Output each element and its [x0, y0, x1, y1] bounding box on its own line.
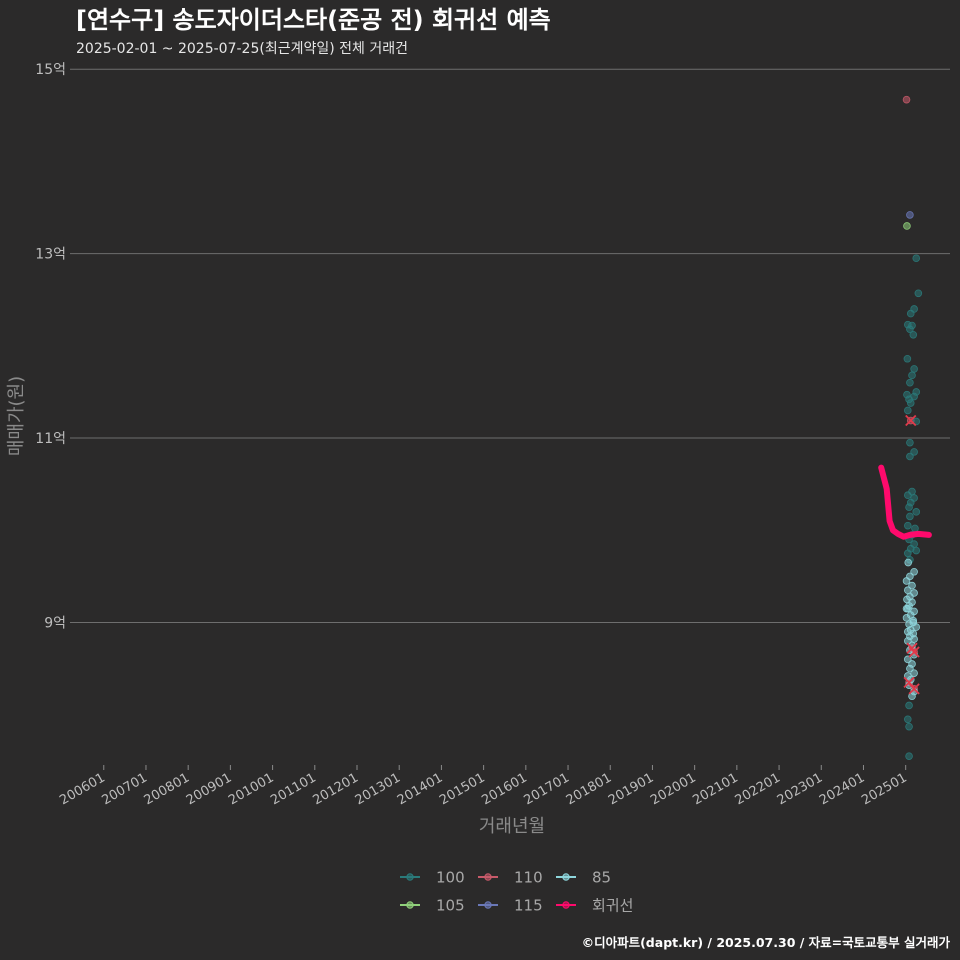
- scatter-points: [902, 95, 923, 760]
- gridlines: [70, 68, 950, 623]
- data-point-110: [902, 95, 911, 104]
- y-tick-label: 13억: [35, 247, 66, 263]
- data-point-100: [910, 448, 918, 456]
- x-tick-label: 201101: [268, 770, 318, 808]
- data-point-100: [906, 378, 914, 387]
- x-tick-label: 202401: [817, 770, 867, 808]
- legend-key-dot: [484, 901, 492, 909]
- legend-key-dot: [484, 873, 492, 881]
- legend-key-dot: [562, 901, 570, 909]
- x-axis-label: 거래년월: [479, 816, 545, 837]
- x-tick-label: 202501: [859, 770, 909, 808]
- data-point-100: [912, 546, 921, 555]
- data-point-85: [910, 635, 918, 643]
- outlier-x-marker: [908, 683, 920, 695]
- x-tick-label: 201501: [437, 770, 487, 808]
- x-tick-label: 201601: [479, 770, 529, 808]
- data-point-100: [908, 321, 916, 330]
- regression-line-path: [878, 464, 932, 540]
- data-point-85: [902, 604, 911, 613]
- data-point-100: [912, 254, 921, 263]
- x-tick-label: 202001: [648, 770, 698, 808]
- x-tick-label: 202301: [775, 770, 825, 808]
- x-tick-label: 202101: [690, 770, 740, 808]
- data-point-105: [903, 222, 911, 230]
- outlier-x-marker: [905, 414, 917, 427]
- x-tick-label: 202201: [733, 770, 783, 808]
- legend-label: 85: [592, 869, 611, 887]
- outlier-x-marker: [903, 676, 915, 689]
- data-point-100: [905, 752, 913, 760]
- x-tick-label: 201801: [564, 770, 614, 808]
- y-tick-label: 9억: [44, 615, 66, 631]
- x-tick-label: 201901: [606, 770, 656, 808]
- y-tick-label: 11억: [35, 431, 66, 447]
- x-tick-label: 201301: [353, 770, 403, 808]
- data-point-85: [903, 586, 912, 594]
- x-tick-label: 200801: [142, 770, 192, 808]
- outlier-markers: [903, 414, 920, 695]
- data-point-85: [910, 567, 918, 576]
- data-point-100: [905, 503, 913, 512]
- data-point-100: [910, 365, 918, 373]
- y-axis-label: 매매가(원): [6, 376, 27, 456]
- legend: 100 110 85 105 115 회귀선: [400, 869, 633, 915]
- outlier-x-marker: [908, 646, 920, 658]
- data-point-85: [902, 614, 911, 622]
- data-point-100: [912, 508, 921, 516]
- data-point-100: [909, 330, 918, 339]
- x-tick-label: 200701: [99, 770, 149, 808]
- data-point-100: [914, 289, 923, 298]
- data-point-100: [906, 452, 914, 461]
- data-point-100: [908, 371, 916, 380]
- x-tick-label: 201701: [522, 770, 572, 808]
- data-point-85: [909, 618, 918, 627]
- chart-title: [연수구] 송도자이더스타(준공 전) 회귀선 예측: [76, 6, 551, 34]
- legend-label: 110: [514, 869, 543, 887]
- chart-subtitle: 2025-02-01 ~ 2025-07-25(최근계약일) 전체 거래건: [76, 41, 408, 57]
- data-point-100: [905, 722, 913, 731]
- data-point-100: [903, 491, 912, 500]
- x-tick-label: 200901: [184, 770, 234, 808]
- data-point-100: [906, 309, 915, 318]
- data-point-100: [903, 521, 912, 530]
- x-axis-ticks: 2006012007012008012009012010012011012012…: [57, 765, 910, 808]
- data-point-100: [906, 438, 914, 447]
- legend-key-dot: [406, 873, 414, 881]
- regression-line: [878, 464, 932, 540]
- data-point-85: [903, 655, 912, 664]
- data-point-100: [906, 512, 914, 521]
- x-tick-label: 201201: [311, 770, 361, 808]
- legend-label: 115: [514, 897, 543, 915]
- data-point-85: [902, 577, 911, 585]
- data-point-100: [905, 701, 913, 710]
- legend-label: 100: [436, 869, 465, 887]
- data-point-100: [903, 715, 912, 724]
- data-point-115: [906, 211, 914, 219]
- data-point-100: [906, 399, 915, 407]
- caption: ©디아파트(dapt.kr) / 2025.07.30 / 자료=국토교통부 실…: [582, 935, 951, 950]
- legend-key-dot: [406, 901, 414, 909]
- legend-label: 회귀선: [592, 897, 633, 915]
- x-tick-label: 201001: [226, 770, 276, 808]
- data-point-85: [908, 581, 916, 590]
- data-point-100: [903, 406, 912, 415]
- data-point-100: [911, 524, 919, 533]
- data-point-85: [904, 558, 913, 567]
- data-point-100: [903, 549, 912, 558]
- legend-key-dot: [562, 873, 570, 881]
- x-tick-label: 200601: [57, 770, 107, 808]
- data-point-85: [910, 669, 918, 677]
- legend-label: 105: [436, 897, 465, 915]
- y-tick-label: 15억: [35, 62, 66, 78]
- data-point-85: [908, 692, 916, 701]
- x-tick-label: 201401: [395, 770, 445, 808]
- y-axis-ticks: 9억 11억 13억 15억: [35, 62, 66, 631]
- data-point-85: [906, 664, 914, 673]
- data-point-100: [903, 354, 912, 363]
